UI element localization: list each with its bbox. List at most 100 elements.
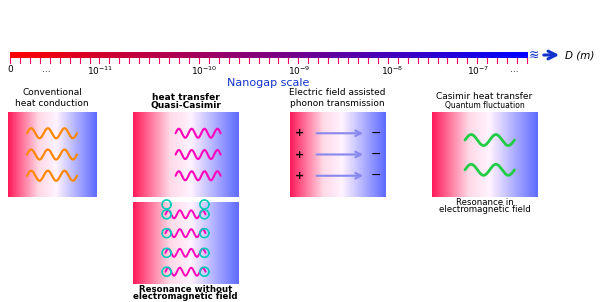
- Bar: [382, 112, 383, 197]
- Bar: [75, 112, 76, 197]
- Bar: [136, 52, 137, 58]
- Bar: [512, 112, 513, 197]
- Bar: [23, 52, 25, 58]
- Bar: [381, 112, 382, 197]
- Bar: [46, 112, 47, 197]
- Bar: [287, 52, 289, 58]
- Text: 10$^{-10}$: 10$^{-10}$: [191, 65, 217, 77]
- Bar: [379, 52, 380, 58]
- Bar: [295, 112, 296, 197]
- Bar: [233, 202, 234, 284]
- Bar: [169, 202, 170, 284]
- Bar: [217, 52, 218, 58]
- Bar: [443, 112, 445, 197]
- Bar: [52, 52, 53, 58]
- Bar: [119, 52, 121, 58]
- Bar: [250, 52, 252, 58]
- Bar: [59, 112, 61, 197]
- Bar: [67, 52, 68, 58]
- Bar: [64, 112, 65, 197]
- Bar: [257, 52, 259, 58]
- Bar: [523, 52, 525, 58]
- Bar: [73, 112, 74, 197]
- Bar: [323, 112, 325, 197]
- Bar: [455, 112, 457, 197]
- Bar: [221, 52, 223, 58]
- Bar: [443, 112, 444, 197]
- Bar: [168, 202, 169, 284]
- Bar: [151, 202, 152, 284]
- Bar: [170, 202, 172, 284]
- Bar: [49, 52, 50, 58]
- Bar: [167, 202, 169, 284]
- Bar: [182, 202, 184, 284]
- Bar: [213, 112, 214, 197]
- Bar: [215, 112, 216, 197]
- Bar: [81, 52, 83, 58]
- Bar: [143, 112, 144, 197]
- Bar: [473, 112, 475, 197]
- Bar: [199, 202, 200, 284]
- Bar: [320, 112, 321, 197]
- Bar: [322, 52, 323, 58]
- Bar: [70, 112, 71, 197]
- Bar: [256, 52, 257, 58]
- Bar: [164, 202, 165, 284]
- Bar: [71, 112, 73, 197]
- Bar: [226, 112, 227, 197]
- Bar: [217, 112, 218, 197]
- Bar: [313, 112, 314, 197]
- Bar: [525, 112, 526, 197]
- Bar: [22, 52, 23, 58]
- Bar: [181, 112, 182, 197]
- Bar: [97, 52, 98, 58]
- Bar: [137, 112, 139, 197]
- Bar: [131, 52, 133, 58]
- Bar: [366, 112, 367, 197]
- Bar: [369, 112, 370, 197]
- Bar: [482, 112, 484, 197]
- Bar: [469, 52, 470, 58]
- Bar: [227, 202, 229, 284]
- Bar: [375, 112, 376, 197]
- Bar: [195, 52, 197, 58]
- Bar: [92, 112, 93, 197]
- Bar: [156, 202, 157, 284]
- Bar: [302, 112, 304, 197]
- Bar: [491, 112, 493, 197]
- Bar: [13, 52, 14, 58]
- Bar: [50, 52, 52, 58]
- Bar: [394, 52, 395, 58]
- Bar: [535, 112, 536, 197]
- Bar: [32, 112, 34, 197]
- Bar: [192, 52, 194, 58]
- Bar: [207, 202, 208, 284]
- Bar: [184, 112, 185, 197]
- Bar: [464, 112, 466, 197]
- Bar: [247, 52, 248, 58]
- Bar: [42, 112, 43, 197]
- Bar: [430, 52, 432, 58]
- Text: D (m): D (m): [565, 50, 595, 60]
- Bar: [363, 52, 365, 58]
- Bar: [356, 112, 357, 197]
- Bar: [435, 52, 437, 58]
- Bar: [336, 52, 338, 58]
- Bar: [382, 52, 384, 58]
- Bar: [477, 112, 478, 197]
- Bar: [136, 112, 137, 197]
- Bar: [316, 52, 318, 58]
- Bar: [186, 202, 187, 284]
- Bar: [457, 112, 458, 197]
- Bar: [512, 112, 514, 197]
- Bar: [136, 202, 137, 284]
- Bar: [442, 52, 443, 58]
- Bar: [44, 112, 45, 197]
- Bar: [41, 112, 42, 197]
- Bar: [371, 52, 373, 58]
- Bar: [172, 112, 173, 197]
- Bar: [224, 202, 226, 284]
- Bar: [434, 112, 436, 197]
- Text: Quasi-Casimir: Quasi-Casimir: [150, 101, 221, 110]
- Bar: [180, 112, 181, 197]
